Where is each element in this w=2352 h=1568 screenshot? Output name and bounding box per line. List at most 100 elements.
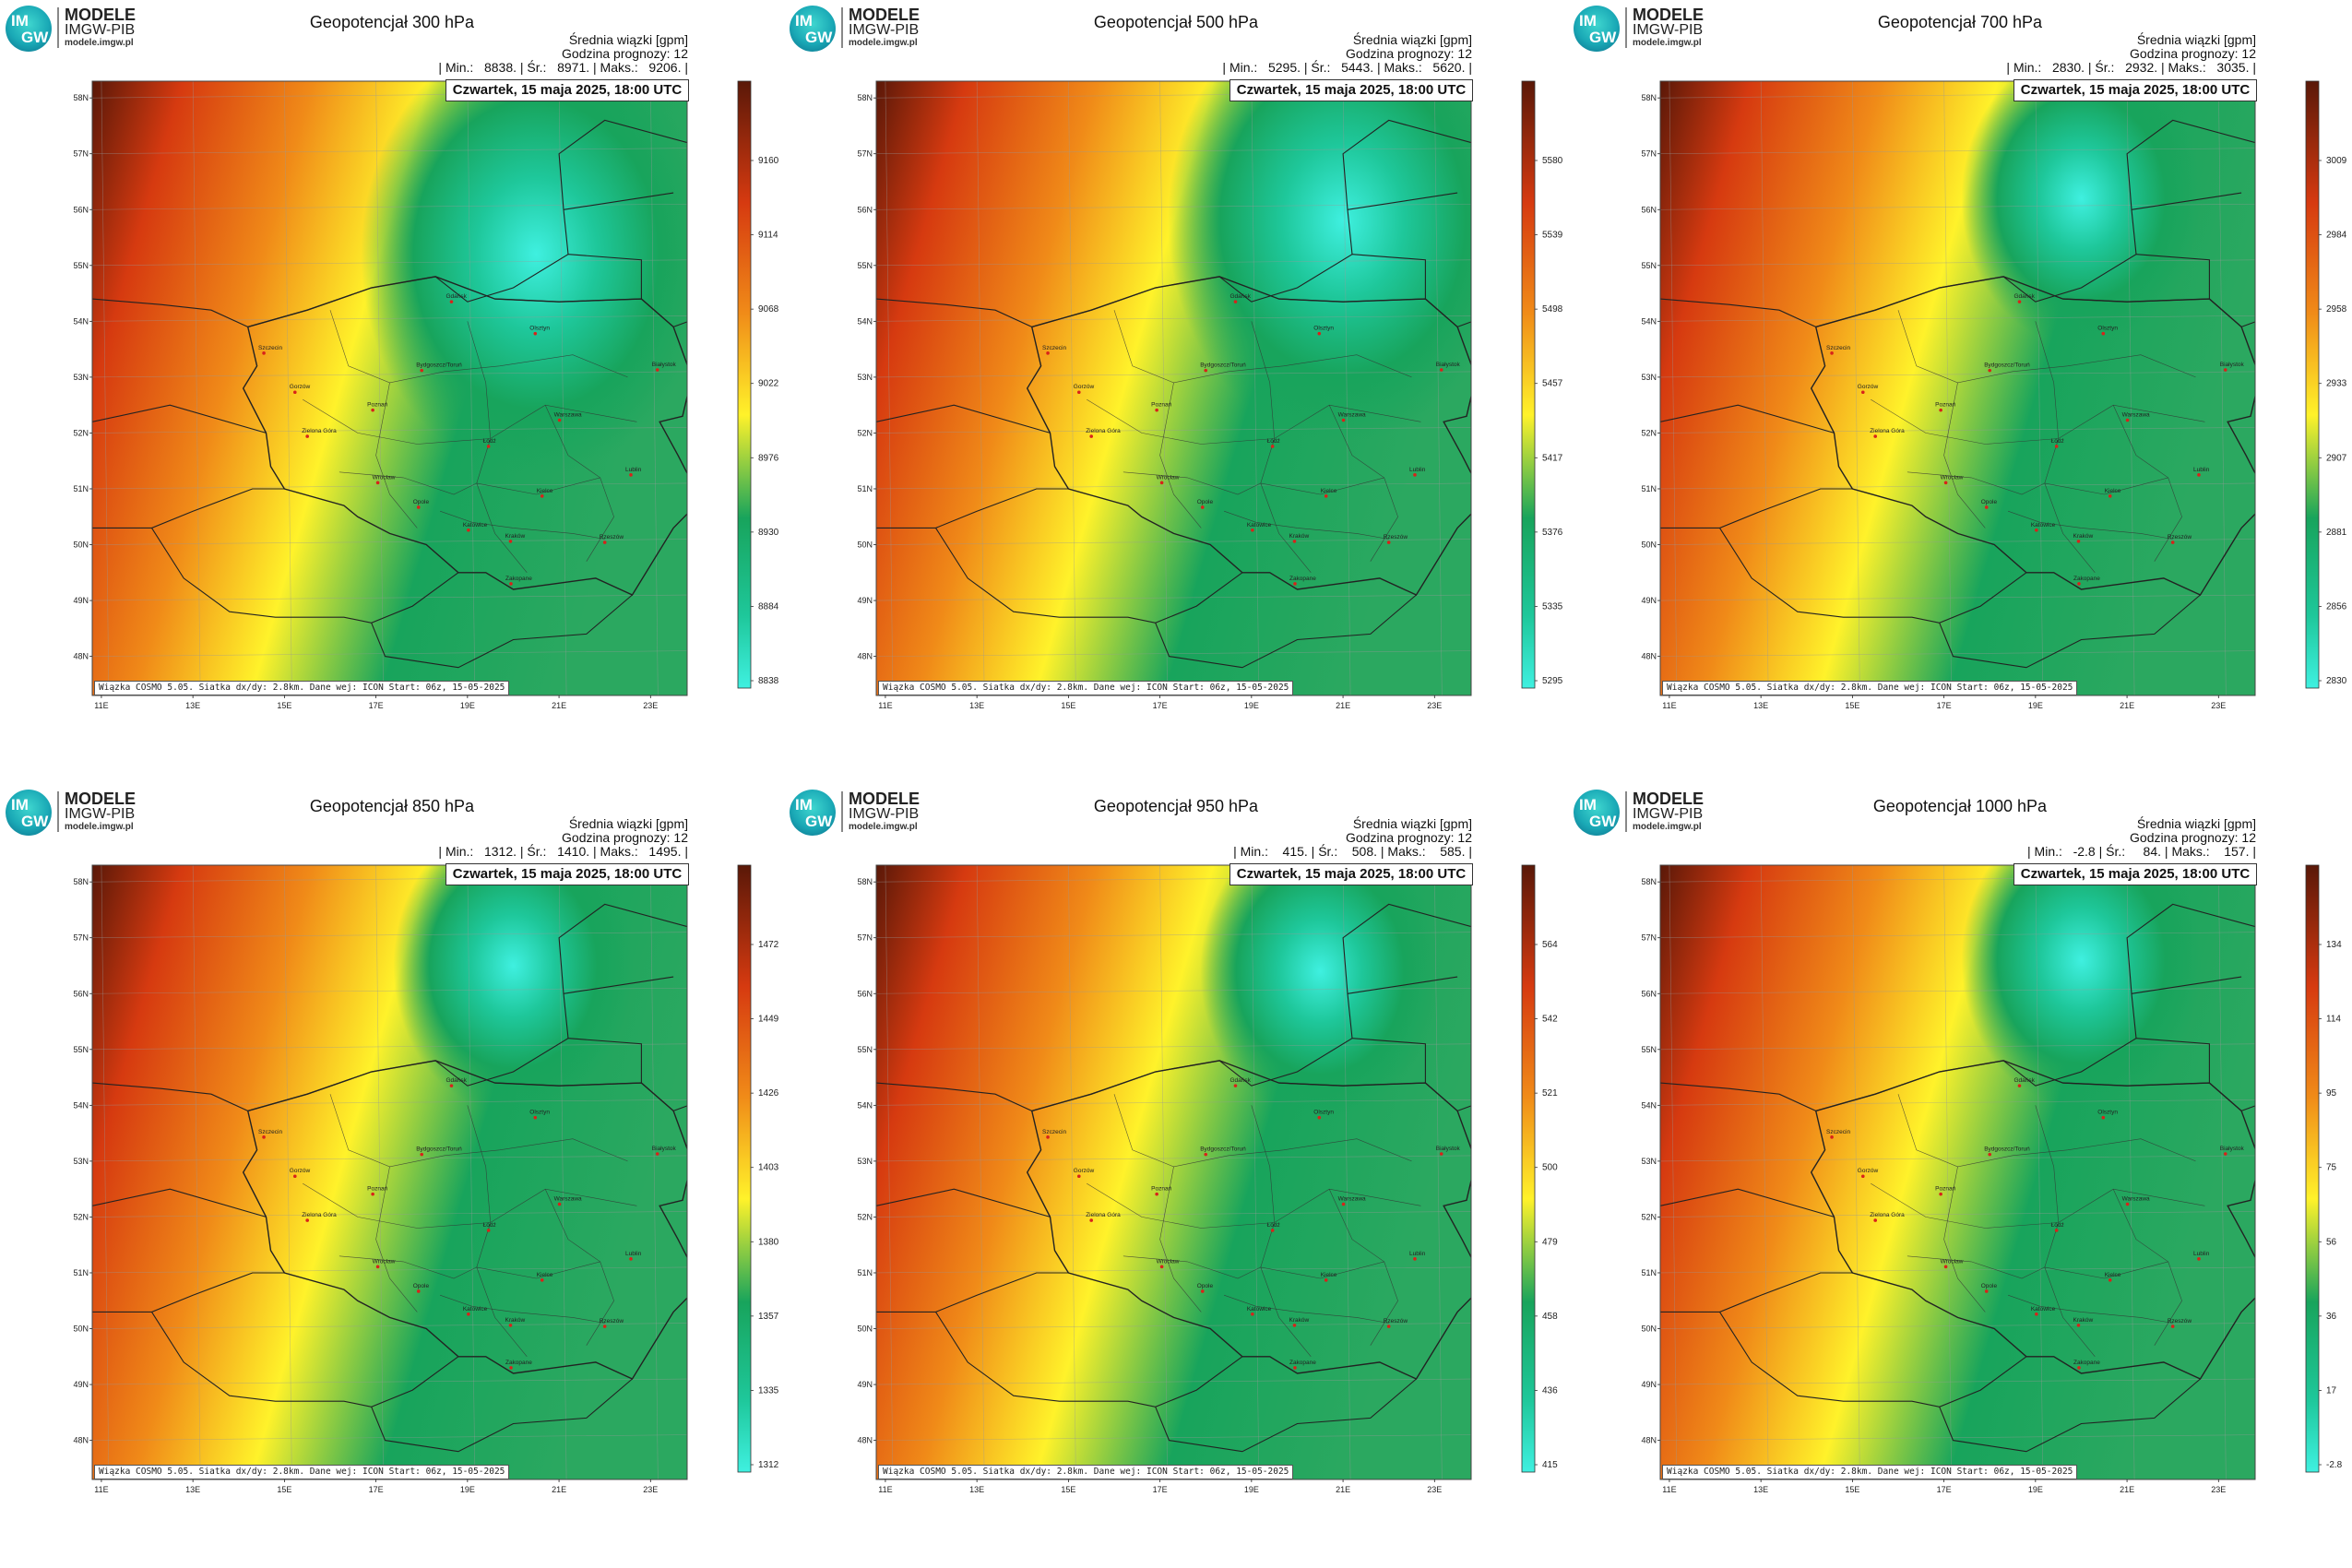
city-marker bbox=[2108, 1278, 2112, 1282]
city-marker bbox=[2077, 1366, 2081, 1370]
country-border bbox=[935, 528, 1243, 624]
model-credit: Wiązka COSMO 5.05. Siatka dx/dy: 2.8km. … bbox=[1662, 681, 2078, 695]
colorbar-tick-label: 8884 bbox=[758, 601, 779, 612]
country-border bbox=[2209, 1082, 2255, 1112]
city-marker bbox=[540, 494, 544, 498]
voivodeship-border bbox=[2008, 510, 2173, 540]
lon-tick-label: 15E bbox=[1845, 701, 1859, 710]
colorbar-tick-label: 114 bbox=[2326, 1015, 2341, 1025]
city-label: Białystok bbox=[2220, 1146, 2245, 1152]
city-label: Gorzów bbox=[1858, 384, 1879, 390]
city-marker bbox=[1233, 1084, 1238, 1087]
coastline bbox=[92, 119, 687, 327]
city-marker bbox=[508, 1324, 513, 1327]
min-mean-max: | Min.: 8838. | Śr.: 8971. | Maks.: 9206… bbox=[438, 60, 688, 75]
city-label: Szczecin bbox=[258, 345, 282, 351]
voivodeship-border bbox=[440, 510, 605, 540]
logo-divider bbox=[1625, 7, 1627, 48]
lat-tick-label: 52N bbox=[73, 428, 89, 437]
lon-tick-label: 23E bbox=[2211, 1485, 2226, 1494]
city-label: Zielona Góra bbox=[1870, 1212, 1905, 1218]
city-marker bbox=[2223, 1152, 2227, 1156]
city-marker bbox=[2101, 1115, 2106, 1120]
colorbar-tick-label: 458 bbox=[1542, 1312, 1558, 1322]
city-label: Zakopane bbox=[505, 576, 532, 582]
city-label: Bydgoszcz/Toruń bbox=[1984, 362, 2030, 369]
colorbar-tick-label: 415 bbox=[1542, 1460, 1558, 1470]
city-marker bbox=[2076, 540, 2081, 543]
city-label: Wrocław bbox=[1941, 1258, 1964, 1265]
lat-tick-label: 51N bbox=[73, 1268, 89, 1277]
city-marker bbox=[1317, 1115, 1322, 1120]
city-label: Rzeszów bbox=[600, 534, 624, 540]
city-label: Opole bbox=[1981, 1283, 1998, 1289]
brand-url: modele.imgw.pl bbox=[1633, 38, 1702, 48]
lat-tick-label: 56N bbox=[857, 989, 873, 998]
map-panel-1000hpa: IM GW MODELE IMGW-PIB modele.imgw.pl Geopoten… bbox=[1568, 784, 2352, 1568]
city-label: Białystok bbox=[652, 362, 677, 368]
lon-tick-label: 21E bbox=[2120, 1485, 2134, 1494]
logo-divider bbox=[57, 7, 59, 48]
city-label: Warszawa bbox=[1338, 412, 1366, 419]
stat-title: Średnia wiązki [gpm] bbox=[568, 32, 688, 47]
city-label: Opole bbox=[413, 1283, 430, 1289]
imgw-logo-icon: IM GW bbox=[1574, 790, 1620, 836]
stats-block: Średnia wiązki [gpm] Godzina prognozy: 12… bbox=[1222, 33, 1472, 75]
city-marker bbox=[1341, 1202, 1346, 1206]
lat-tick-label: 51N bbox=[857, 1268, 873, 1277]
lon-tick-label: 11E bbox=[1662, 701, 1676, 710]
city-marker bbox=[262, 351, 266, 355]
city-marker bbox=[1386, 1324, 1391, 1328]
city-marker bbox=[371, 408, 374, 412]
voivodeship-border bbox=[1113, 1094, 1412, 1168]
country-border bbox=[1278, 1038, 1426, 1087]
city-marker bbox=[1939, 1192, 1942, 1196]
city-marker bbox=[557, 418, 562, 422]
coastline bbox=[92, 903, 687, 1111]
lon-tick-label: 19E bbox=[2028, 1485, 2043, 1494]
city-label: Gorzów bbox=[1074, 384, 1095, 390]
lat-tick-label: 55N bbox=[73, 261, 89, 270]
lon-tick-label: 17E bbox=[1153, 701, 1168, 710]
voivodeship-border bbox=[1113, 310, 1412, 384]
city-marker bbox=[1270, 1229, 1275, 1232]
city-label: Zakopane bbox=[2073, 576, 2100, 582]
lat-tick-label: 57N bbox=[1641, 149, 1657, 159]
voivodeship-border bbox=[1897, 1094, 2196, 1168]
city-marker bbox=[1413, 473, 1417, 477]
lat-tick-label: 50N bbox=[73, 540, 89, 550]
city-marker bbox=[1159, 1265, 1164, 1269]
lat-tick-label: 58N bbox=[857, 877, 873, 886]
colorbar-tick-label: 1357 bbox=[758, 1312, 779, 1322]
voivodeship-border bbox=[1159, 1166, 1202, 1313]
colorbar-tick-label: 5498 bbox=[1542, 304, 1563, 315]
colorbar bbox=[2305, 864, 2320, 1473]
colorbar-tick-label: 36 bbox=[2326, 1312, 2337, 1322]
lon-tick-label: 23E bbox=[643, 1485, 658, 1494]
model-credit: Wiązka COSMO 5.05. Siatka dx/dy: 2.8km. … bbox=[878, 1465, 1294, 1479]
country-border bbox=[876, 488, 1069, 529]
logo-divider bbox=[841, 791, 843, 832]
model-credit: Wiązka COSMO 5.05. Siatka dx/dy: 2.8km. … bbox=[1662, 1465, 2078, 1479]
map-panel-500hpa: IM GW MODELE IMGW-PIB modele.imgw.pl Geopoten… bbox=[784, 0, 1568, 784]
voivodeship-border bbox=[1087, 1182, 1421, 1229]
city-marker bbox=[375, 481, 380, 485]
city-label: Bydgoszcz/Toruń bbox=[416, 1146, 462, 1153]
city-label: Kraków bbox=[2073, 533, 2093, 540]
min-mean-max: | Min.: 1312. | Śr.: 1410. | Maks.: 1495… bbox=[438, 844, 688, 859]
brand-org: IMGW-PIB bbox=[849, 806, 920, 822]
city-label: Bydgoszcz/Toruń bbox=[416, 362, 462, 369]
city-marker bbox=[375, 1265, 380, 1269]
city-label: Łódź bbox=[2051, 1222, 2064, 1229]
city-label: Białystok bbox=[1436, 362, 1461, 368]
map-title: Geopotencjał 500 hPa bbox=[1093, 13, 1259, 31]
lat-tick-label: 48N bbox=[857, 1436, 873, 1445]
voivodeship-border bbox=[303, 1182, 637, 1229]
city-label: Bydgoszcz/Toruń bbox=[1200, 1146, 1246, 1153]
city-marker bbox=[1046, 351, 1050, 355]
country-border bbox=[371, 1378, 633, 1453]
lat-tick-label: 55N bbox=[857, 261, 873, 270]
colorbar-tick-label: 1312 bbox=[758, 1460, 779, 1470]
city-marker bbox=[1860, 390, 1865, 395]
city-marker bbox=[1439, 1152, 1443, 1156]
